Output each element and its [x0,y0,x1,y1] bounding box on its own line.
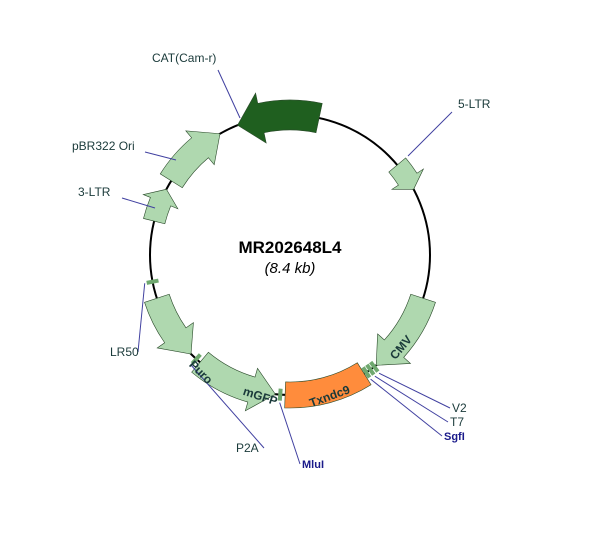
leader-pbr322 [145,152,176,160]
segment-cat [238,93,323,143]
segment-label-pbr322: pBR322 Ori [72,139,135,153]
plasmid-size: (8.4 kb) [265,260,316,277]
segment-label-cat: CAT(Cam-r) [152,51,216,65]
leader-lr50 [138,283,145,352]
tick-label-v2: V2 [452,401,467,415]
plasmid-name: MR202648L4 [238,238,342,257]
tick-lr50 [147,281,159,283]
segment-pbr322 [160,131,220,188]
segment-cmv [376,294,435,365]
leader-t7 [375,376,448,422]
tick-label-p2a: P2A [236,441,259,455]
segment-puro [144,294,193,354]
tick-label-lr50: LR50 [110,345,139,359]
leader-mlui [280,403,300,464]
segment-label-3ltr: 3-LTR [78,185,111,199]
leader-sgfi [371,379,442,436]
plasmid-map: MR202648L4 (8.4 kb) 5-LTRCMVTxndc9mGFPPu… [0,0,600,533]
leader-cat [218,70,240,118]
leader-v2 [379,373,450,408]
tick-mlui [280,389,281,401]
tick-label-mlui: MluI [302,459,324,471]
leader-5ltr [408,112,452,156]
segment-label-5ltr: 5-LTR [458,97,491,111]
tick-label-t7: T7 [450,415,464,429]
tick-label-sgfi: SgfI [444,431,465,443]
